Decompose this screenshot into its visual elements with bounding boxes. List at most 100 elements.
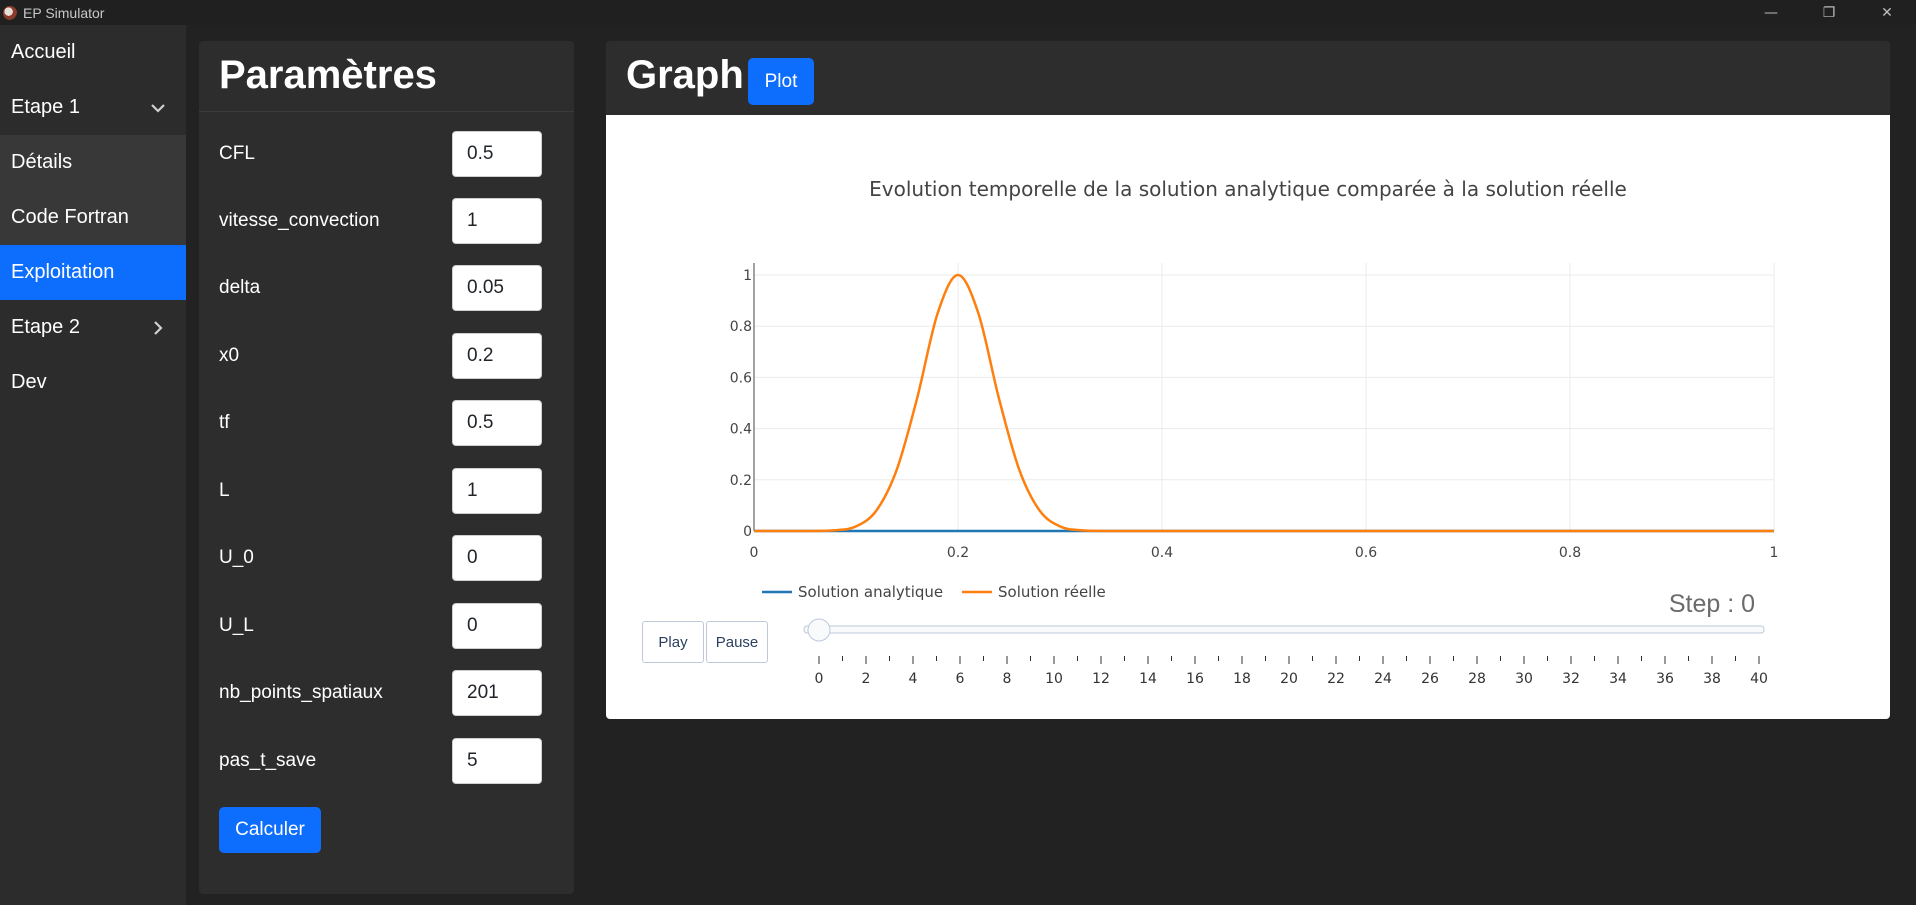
sidebar-item-label: Accueil bbox=[11, 41, 76, 63]
window-title: EP Simulator bbox=[23, 4, 105, 21]
vitesse-convection-input[interactable]: 1 bbox=[452, 198, 542, 244]
graph-panel: Graph Plot Evolution temporelle de la so… bbox=[606, 41, 1890, 719]
y-tick-label: 1 bbox=[743, 268, 752, 284]
slider-tick-label: 10 bbox=[1045, 671, 1063, 687]
param-row-x0: x0 0.2 bbox=[219, 333, 549, 379]
slider-tick-label: 28 bbox=[1468, 671, 1486, 687]
param-label: tf bbox=[219, 412, 230, 433]
slider-tick-label: 18 bbox=[1233, 671, 1251, 687]
pause-button[interactable]: Pause bbox=[706, 621, 768, 663]
slider-tick-label: 40 bbox=[1750, 671, 1768, 687]
nb-points-spatiaux-input[interactable]: 201 bbox=[452, 670, 542, 716]
slider-tick-label: 16 bbox=[1186, 671, 1204, 687]
sidebar-item-etape-2[interactable]: Etape 2 bbox=[0, 300, 186, 355]
param-row-pas-t-save: pas_t_save 5 bbox=[219, 738, 549, 784]
slider-tick-label: 0 bbox=[815, 671, 824, 687]
step-label: Step : 0 bbox=[1668, 590, 1755, 618]
sidebar-item-label: Détails bbox=[11, 151, 73, 173]
sidebar-item-label: Etape 2 bbox=[11, 316, 80, 338]
slider-tick-label: 30 bbox=[1515, 671, 1533, 687]
series-line-reelle bbox=[753, 273, 1774, 533]
graph-header: Graph Plot bbox=[606, 41, 1890, 115]
slider-tick-label: 12 bbox=[1092, 671, 1110, 687]
param-row-tf: tf 0.5 bbox=[219, 400, 549, 446]
x-tick-label: 0.4 bbox=[1151, 545, 1173, 561]
pas-t-save-input[interactable]: 5 bbox=[452, 738, 542, 784]
x0-input[interactable]: 0.2 bbox=[452, 333, 542, 379]
plot-area: Evolution temporelle de la solution anal… bbox=[606, 115, 1890, 719]
delta-input[interactable]: 0.05 bbox=[452, 265, 542, 311]
y-tick-label: 0.8 bbox=[730, 319, 752, 335]
app-icon bbox=[3, 5, 17, 20]
chart-title: Evolution temporelle de la solution anal… bbox=[869, 177, 1627, 201]
param-label: CFL bbox=[219, 143, 255, 164]
param-label: U_0 bbox=[219, 547, 254, 568]
slider-tick-label: 22 bbox=[1327, 671, 1345, 687]
sidebar-item-exploitation[interactable]: Exploitation bbox=[0, 245, 186, 300]
tf-input[interactable]: 0.5 bbox=[452, 400, 542, 446]
param-row-l: L 1 bbox=[219, 468, 549, 514]
slider-tick-label: 14 bbox=[1139, 671, 1157, 687]
ul-input[interactable]: 0 bbox=[452, 603, 542, 649]
l-input[interactable]: 1 bbox=[452, 468, 542, 514]
parameters-panel: Paramètres CFL 0.5 vitesse_convection 1 … bbox=[199, 41, 574, 894]
sidebar-item-code-fortran[interactable]: Code Fortran bbox=[0, 190, 186, 245]
calculer-button[interactable]: Calculer bbox=[219, 807, 321, 853]
param-label: x0 bbox=[219, 345, 240, 366]
slider-tick-label: 4 bbox=[909, 671, 918, 687]
x-tick-label: 0 bbox=[750, 545, 759, 561]
sidebar-item-dev[interactable]: Dev bbox=[0, 355, 186, 410]
chart-legend[interactable]: Solution analytique Solution réelle bbox=[762, 583, 1106, 601]
slider-tick-label: 34 bbox=[1609, 671, 1627, 687]
param-label: delta bbox=[219, 277, 261, 298]
param-label: vitesse_convection bbox=[219, 210, 380, 231]
slider-handle[interactable] bbox=[807, 618, 831, 642]
sidebar-item-etape-1[interactable]: Etape 1 bbox=[0, 80, 186, 135]
sidebar: Accueil Etape 1 Détails Code Fortran Exp… bbox=[0, 25, 186, 905]
sidebar-item-label: Code Fortran bbox=[11, 206, 129, 228]
y-tick-label: 0.4 bbox=[730, 422, 752, 438]
param-label: U_L bbox=[219, 615, 254, 636]
slider-track bbox=[803, 625, 1765, 634]
slider-tick-label: 36 bbox=[1656, 671, 1674, 687]
x-tick-label: 1 bbox=[1770, 545, 1779, 561]
chart-series bbox=[753, 273, 1774, 533]
chart: Evolution temporelle de la solution anal… bbox=[730, 177, 1779, 687]
slider-tick-label: 20 bbox=[1280, 671, 1298, 687]
param-label: pas_t_save bbox=[219, 750, 317, 771]
play-button[interactable]: Play bbox=[642, 621, 704, 663]
sidebar-item-label: Dev bbox=[11, 371, 47, 393]
param-row-vitesse-convection: vitesse_convection 1 bbox=[219, 198, 549, 244]
slider-tick-label: 8 bbox=[1003, 671, 1012, 687]
slider-tick-label: 2 bbox=[862, 671, 871, 687]
y-tick-label: 0 bbox=[743, 524, 752, 540]
slider-tick-label: 32 bbox=[1562, 671, 1580, 687]
x-tick-label: 0.8 bbox=[1559, 545, 1581, 561]
sidebar-item-accueil[interactable]: Accueil bbox=[0, 25, 186, 80]
step-slider[interactable]: 0 2 4 6 8 10 12 14 16 18 20 22 24 26 28 30 32 34 36 38 40 bbox=[803, 618, 1768, 687]
param-row-nb-points-spatiaux: nb_points_spatiaux 201 bbox=[219, 670, 549, 716]
sidebar-item-details[interactable]: Détails bbox=[0, 135, 186, 190]
x-tick-label: 0.6 bbox=[1355, 545, 1377, 561]
u0-input[interactable]: 0 bbox=[452, 535, 542, 581]
cfl-input[interactable]: 0.5 bbox=[452, 131, 542, 177]
slider-tick-label: 38 bbox=[1703, 671, 1721, 687]
divider bbox=[199, 111, 574, 112]
graph-title: Graph bbox=[626, 53, 744, 97]
close-button[interactable]: ✕ bbox=[1881, 4, 1893, 21]
param-row-cfl: CFL 0.5 bbox=[219, 131, 549, 177]
minimize-button[interactable]: — bbox=[1764, 4, 1778, 21]
y-tick-label: 0.6 bbox=[730, 370, 752, 386]
restore-button[interactable]: ❐ bbox=[1822, 4, 1836, 21]
slider-tick-label: 24 bbox=[1374, 671, 1392, 687]
window-controls: — ❐ ✕ bbox=[1742, 0, 1916, 25]
slider-tick-label: 6 bbox=[956, 671, 965, 687]
parameters-title: Paramètres bbox=[219, 53, 437, 97]
x-tick-label: 0.2 bbox=[947, 545, 969, 561]
y-tick-label: 0.2 bbox=[730, 473, 752, 489]
param-row-ul: U_L 0 bbox=[219, 603, 549, 649]
plot-button[interactable]: Plot bbox=[748, 58, 814, 105]
param-row-delta: delta 0.05 bbox=[219, 265, 549, 311]
sidebar-item-label: Exploitation bbox=[11, 261, 115, 283]
sidebar-item-label: Etape 1 bbox=[11, 96, 80, 118]
